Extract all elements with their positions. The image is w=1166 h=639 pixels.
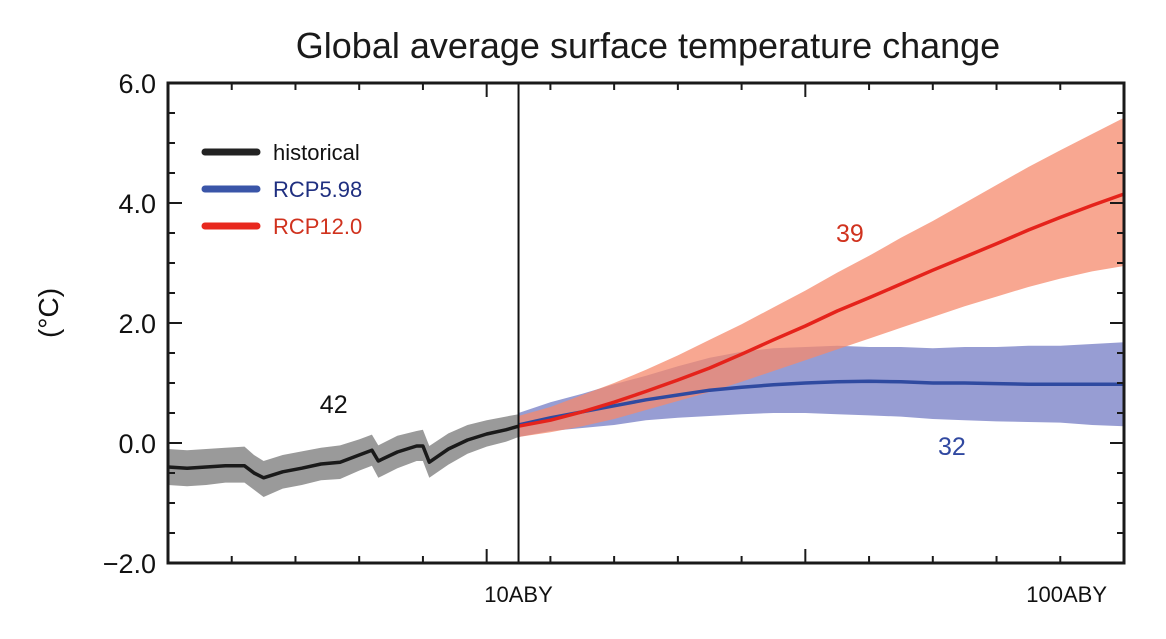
legend: historical RCP5.98 RCP12.0: [201, 140, 362, 239]
band-historical: [168, 414, 519, 497]
annotation-label: 42: [320, 391, 348, 419]
line-rcp12-0: [518, 192, 1125, 428]
annotation-label: 39: [836, 220, 864, 248]
y-tick-label: 4.0: [118, 189, 156, 219]
uncertainty-bands: [168, 117, 1124, 497]
y-axis-label: (°C): [33, 288, 64, 338]
x-tick-label: 100ABY: [1026, 582, 1107, 607]
series-lines: [167, 192, 1125, 480]
legend-label: historical: [273, 140, 360, 165]
x-axis: 10ABY 100ABY: [230, 83, 1125, 607]
y-tick-label: −2.0: [103, 549, 156, 579]
annotations: 42 39 32: [320, 220, 966, 461]
line-historical: [167, 424, 519, 480]
legend-label: RCP5.98: [273, 177, 362, 202]
x-tick-label: 10ABY: [484, 582, 553, 607]
band-rcp12-0: [518, 117, 1124, 438]
annotation-label: 32: [938, 433, 966, 461]
line-rcp5-98: [518, 379, 1124, 427]
y-axis: −2.0 0.0 2.0 4.0 6.0: [103, 69, 1124, 579]
y-tick-label: 6.0: [118, 69, 156, 99]
y-tick-label: 2.0: [118, 309, 156, 339]
band-rcp5-98: [518, 342, 1124, 437]
y-tick-label: 0.0: [118, 429, 156, 459]
legend-label: RCP12.0: [273, 214, 362, 239]
chart-title: Global average surface temperature chang…: [296, 25, 1000, 66]
